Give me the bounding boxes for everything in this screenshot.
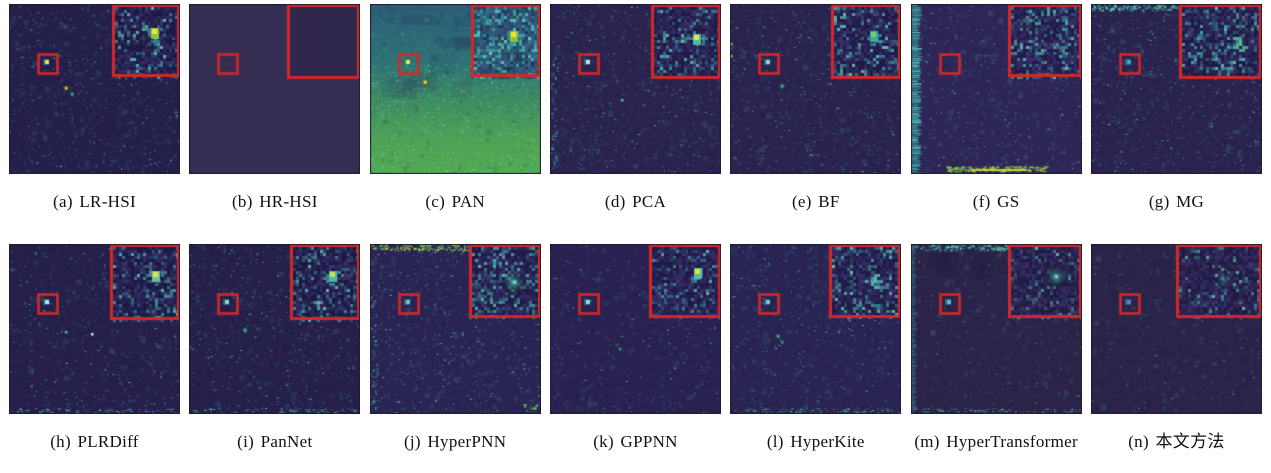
- panel-i: (i) PanNet: [189, 244, 361, 454]
- panel-caption: (f) GS: [972, 192, 1020, 211]
- residual-image: [369, 244, 541, 414]
- panel-j: (j) HyperPNN: [369, 244, 541, 454]
- panel-d: (d) PCA: [549, 4, 721, 244]
- panel-caption: (a) LR-HSI: [53, 192, 136, 211]
- panel-caption: (c) PAN: [425, 192, 485, 211]
- residual-image: [730, 244, 902, 414]
- panel-caption: (i) PanNet: [237, 432, 313, 451]
- panel-e: (e) BF: [730, 4, 902, 244]
- panel-k: (k) GPPNN: [549, 244, 721, 454]
- residual-image: [189, 4, 361, 174]
- panel-caption: (e) BF: [791, 192, 840, 211]
- residual-image: [369, 4, 541, 174]
- panel-b: (b) HR-HSI: [189, 4, 361, 244]
- panel-c: (c) PAN: [369, 4, 541, 244]
- residual-image: [910, 244, 1082, 414]
- residual-image: [9, 244, 180, 414]
- panel-f: (f) GS: [910, 4, 1082, 244]
- residual-image: [730, 4, 902, 174]
- panel-a: (a) LR-HSI: [9, 4, 180, 244]
- figure-row-1: (a) LR-HSI (b) HR-HSI (c) PAN (d) PCA (e…: [9, 4, 1262, 244]
- panel-l: (l) HyperKite: [730, 244, 902, 454]
- panel-h: (h) PLRDiff: [9, 244, 180, 454]
- residual-image: [1090, 244, 1262, 414]
- panel-g: (g) MG: [1090, 4, 1262, 244]
- panel-caption: (j) HyperPNN: [403, 432, 507, 451]
- panel-n: (n) 本文方法: [1090, 244, 1262, 454]
- residual-image: [189, 244, 361, 414]
- panel-caption: (d) PCA: [604, 192, 667, 211]
- panel-caption: (m) HyperTransformer: [914, 432, 1078, 451]
- figure-row-2: (h) PLRDiff (i) PanNet (j) HyperPNN (k) …: [9, 244, 1262, 454]
- panel-caption: (n) 本文方法: [1128, 432, 1225, 451]
- panel-caption: (l) HyperKite: [766, 432, 865, 451]
- panel-caption: (b) HR-HSI: [231, 192, 318, 211]
- residual-image: [910, 4, 1082, 174]
- panel-caption: (h) PLRDiff: [50, 432, 139, 451]
- residual-image: [549, 4, 721, 174]
- panel-caption: (k) GPPNN: [593, 432, 678, 451]
- panel-caption: (g) MG: [1148, 192, 1205, 211]
- residual-image: [9, 4, 180, 174]
- residual-image: [549, 244, 721, 414]
- figure-grid: (a) LR-HSI (b) HR-HSI (c) PAN (d) PCA (e…: [9, 4, 1262, 454]
- residual-image: [1090, 4, 1262, 174]
- panel-m: (m) HyperTransformer: [910, 244, 1082, 454]
